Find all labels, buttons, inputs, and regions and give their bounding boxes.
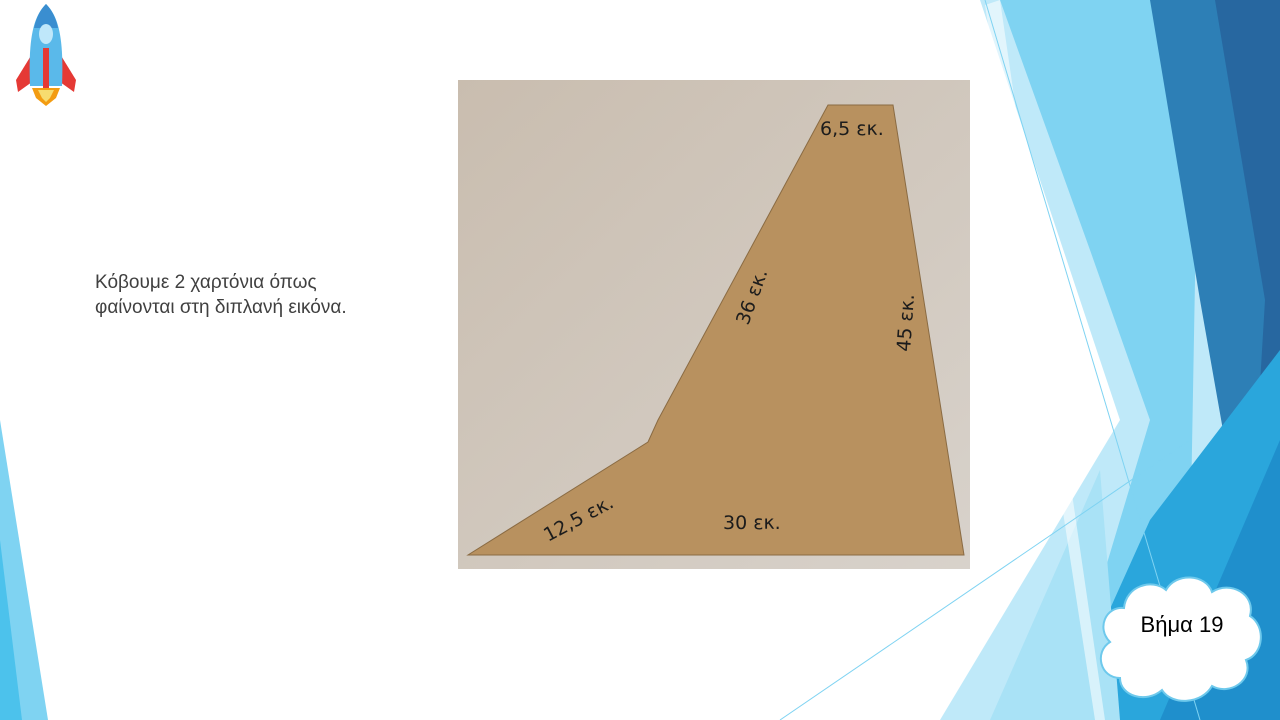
cardboard-shape (466, 104, 965, 556)
description-line-2: φαίνονται στη διπλανή εικόνα. (95, 297, 347, 318)
label-right: 45 εκ. (893, 293, 919, 352)
description-line-1: Κόβουμε 2 χαρτόνια όπως (95, 272, 317, 293)
label-top: 6,5 εκ. (820, 118, 884, 140)
step-cloud (1100, 576, 1262, 702)
rocket-icon (16, 4, 76, 106)
step-label: Βήμα 19 (1140, 612, 1224, 637)
slide-description: Κόβουμε 2 χαρτόνια όπως φαίνονται στη δι… (95, 270, 415, 320)
label-bottom: 30 εκ. (723, 512, 781, 534)
cardboard-photo: 6,5 εκ. 36 εκ. 45 εκ. 12,5 εκ. 30 εκ. (458, 80, 970, 569)
